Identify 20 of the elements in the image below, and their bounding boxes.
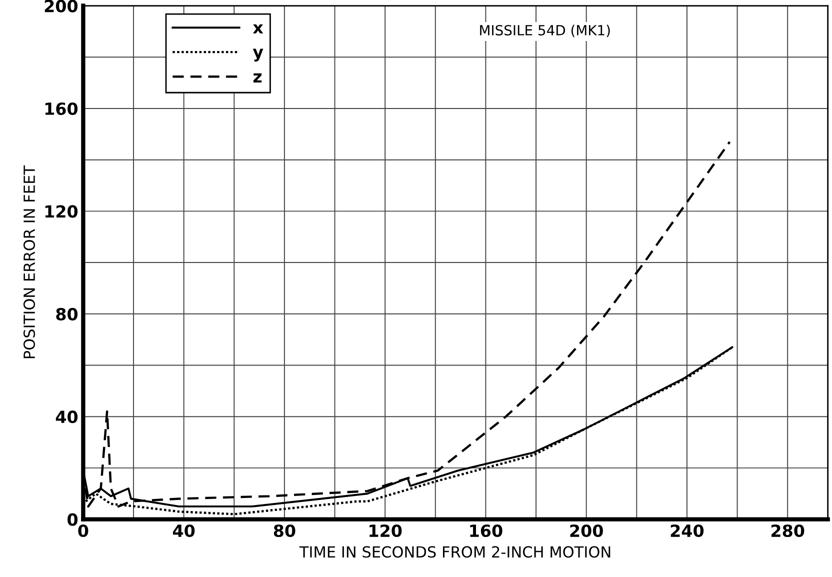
y-tick-label: 0 [68,513,78,526]
text: MISSILE 54D (MK1) [480,24,610,38]
x-tick-label: 240 [670,524,704,538]
x-tick-label: 120 [370,524,402,538]
y-tick-label: 40 [56,410,78,424]
x-tick-label: 0 [78,524,88,538]
legend-label: z [253,73,262,82]
x-tick-label: 160 [470,524,502,538]
x-tick-label: 280 [772,524,804,538]
x-tick-label: 80 [274,524,296,538]
x-tick-label: 200 [570,524,603,538]
y-tick-label: 200 [44,0,78,12]
x-axis-title: TIME IN SECONDS FROM 2-INCH MOTION [299,546,610,558]
x-tick-label: 40 [172,524,195,538]
y-axis-title: POSITION ERROR IN FEET [23,165,36,358]
y-tick-label: 120 [45,205,78,218]
y-tick-label: 80 [56,308,78,320]
y-tick-label: 160 [45,102,78,116]
legend-label: x [252,24,264,34]
legend-label: y [252,48,264,62]
